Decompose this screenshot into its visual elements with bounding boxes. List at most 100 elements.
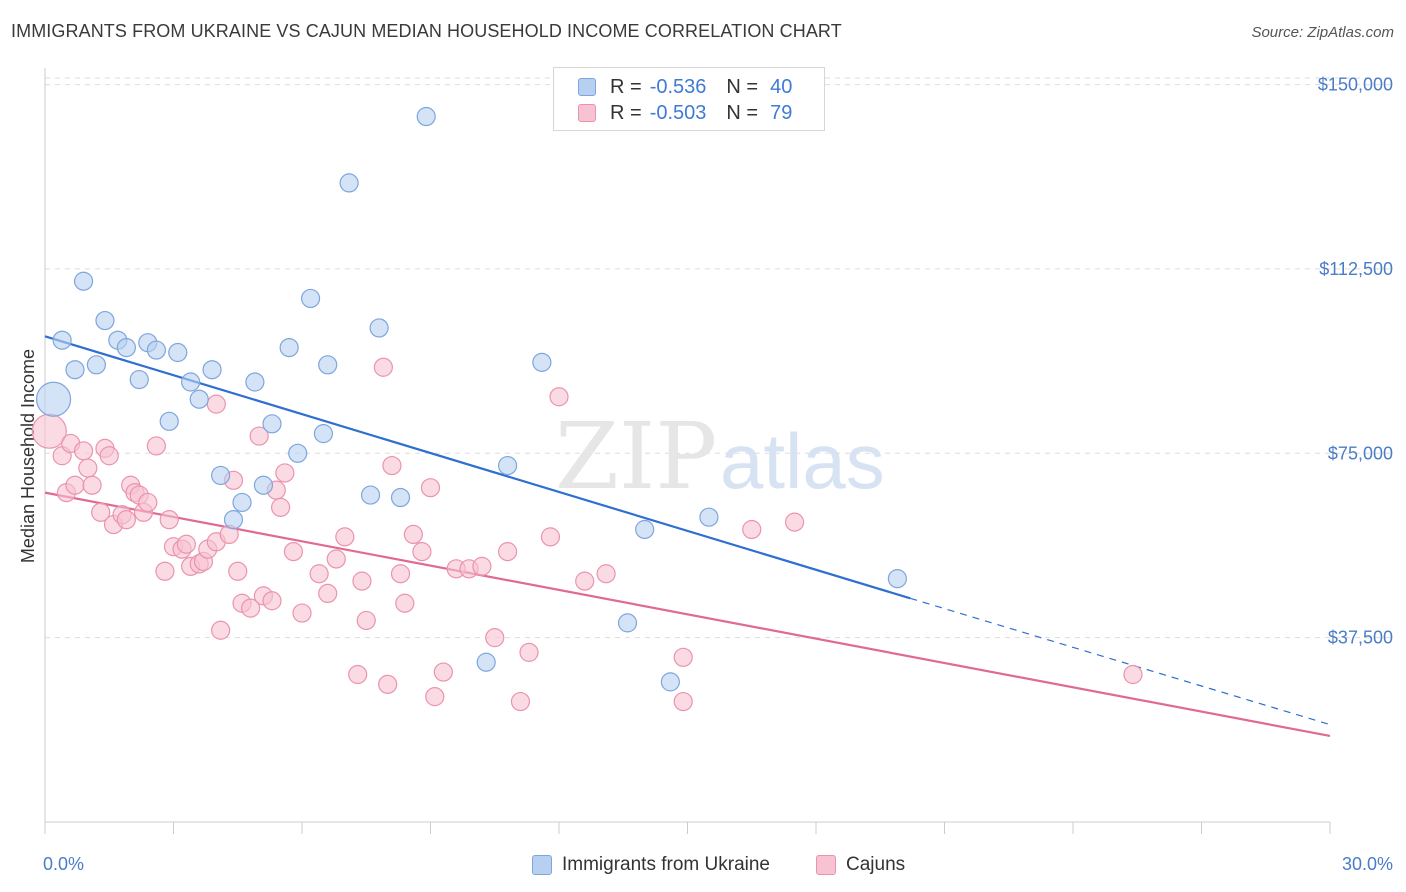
cajun-point	[519, 642, 539, 662]
ukraine-point	[660, 672, 680, 692]
ukraine-point	[476, 652, 496, 672]
n-value: 40	[770, 75, 793, 98]
cajun-point	[283, 542, 304, 562]
cajun-point	[99, 446, 119, 466]
ukraine-point	[65, 360, 85, 380]
r-label: R =	[610, 101, 642, 124]
r-label: R =	[610, 75, 642, 98]
ukraine-point	[159, 411, 179, 431]
legend-item-cajun: Cajuns	[816, 852, 905, 878]
ukraine-point	[635, 519, 655, 540]
cajun-trend-line	[44, 491, 1331, 738]
grid-lines	[45, 77, 1390, 639]
ukraine-point	[300, 288, 321, 309]
cajun-point	[498, 542, 518, 562]
n-value: 79	[770, 101, 793, 124]
cajun-point	[373, 357, 393, 377]
cajun-point	[673, 647, 693, 667]
ukraine-point	[245, 372, 265, 392]
cajun-point	[356, 610, 376, 631]
ukraine-point	[262, 414, 282, 434]
cajun-point	[249, 426, 269, 446]
ukraine-point	[498, 455, 518, 476]
cajun-point	[596, 564, 616, 584]
cajun-swatch	[578, 104, 596, 122]
cajun-point	[510, 691, 531, 712]
legend-row-ukraine: R = -0.536 N = 40	[578, 75, 792, 99]
x-tick-label: 30.0%	[1342, 854, 1393, 874]
legend-row-cajun: R = -0.503 N = 79	[578, 101, 792, 125]
n-label: N =	[726, 101, 759, 124]
y-tick-labels: $37,500 $75,000 $112,500 $150,000	[1318, 75, 1393, 648]
cajun-point	[326, 549, 346, 569]
ukraine-points	[35, 106, 907, 692]
ukraine-point	[146, 340, 166, 360]
cajun-point	[425, 687, 445, 707]
ukraine-point	[318, 355, 338, 375]
watermark: ZIP atlas	[555, 403, 885, 510]
ukraine-point	[617, 613, 638, 633]
ukraine-trend-extension	[910, 597, 1331, 726]
cajun-point	[228, 561, 248, 581]
cajun-point	[82, 475, 102, 495]
ukraine-point	[288, 443, 308, 463]
cajun-point	[382, 455, 402, 476]
n-label: N =	[726, 75, 759, 98]
cajun-point	[575, 571, 595, 591]
ukraine-point	[887, 569, 907, 589]
cajun-point	[176, 534, 196, 554]
cajun-point	[348, 664, 368, 685]
ukraine-point	[202, 360, 222, 380]
ukraine-point	[699, 507, 719, 527]
ukraine-point	[390, 487, 411, 508]
chart-source: Source: ZipAtlas.com	[1251, 24, 1394, 41]
cajun-point	[211, 620, 231, 640]
cajun-point	[65, 475, 85, 495]
cajun-point	[116, 510, 136, 530]
ukraine-point	[168, 342, 188, 363]
cajun-point	[420, 478, 441, 498]
cajun-point	[742, 519, 762, 540]
cajun-point	[395, 593, 415, 613]
x-tick-labels: 0.0% 30.0%	[43, 854, 1393, 874]
cajun-point	[309, 564, 329, 584]
ukraine-point	[116, 337, 136, 358]
ukraine-point	[211, 465, 231, 486]
cajun-point	[403, 524, 423, 545]
ukraine-point	[339, 173, 359, 193]
watermark-zip: ZIP	[555, 403, 717, 510]
cajun-point	[673, 691, 693, 712]
cajun-point	[433, 662, 453, 682]
cajun-point	[206, 394, 226, 414]
cajun-point	[1123, 664, 1143, 685]
ukraine-point	[73, 271, 94, 291]
ukraine-point	[129, 369, 149, 390]
cajun-point	[241, 598, 261, 618]
ukraine-point	[52, 330, 72, 350]
ukraine-point	[35, 381, 72, 417]
cajun-point	[146, 436, 166, 456]
cajun-point	[549, 387, 569, 407]
cajun-point	[485, 628, 505, 648]
cajun-point	[155, 561, 175, 581]
ukraine-swatch	[578, 78, 596, 96]
ukraine-point	[369, 318, 389, 338]
ukraine-point	[95, 310, 115, 331]
cajun-legend-swatch	[816, 855, 836, 875]
ukraine-legend-swatch	[532, 855, 552, 875]
cajun-point	[390, 564, 411, 584]
cajun-point	[275, 463, 295, 483]
ukraine-point	[532, 352, 552, 372]
y-tick-label: $150,000	[1318, 75, 1393, 95]
cajun-point	[352, 571, 372, 591]
y-tick-label: $75,000	[1328, 443, 1393, 463]
ukraine-point	[360, 485, 381, 505]
watermark-atlas: atlas	[720, 417, 885, 505]
ukraine-point	[189, 389, 209, 409]
cajun-point	[318, 583, 338, 604]
ukraine-point	[253, 475, 274, 495]
ukraine-point	[313, 424, 334, 444]
cajun-point	[159, 510, 179, 530]
cajun-point	[292, 603, 312, 623]
